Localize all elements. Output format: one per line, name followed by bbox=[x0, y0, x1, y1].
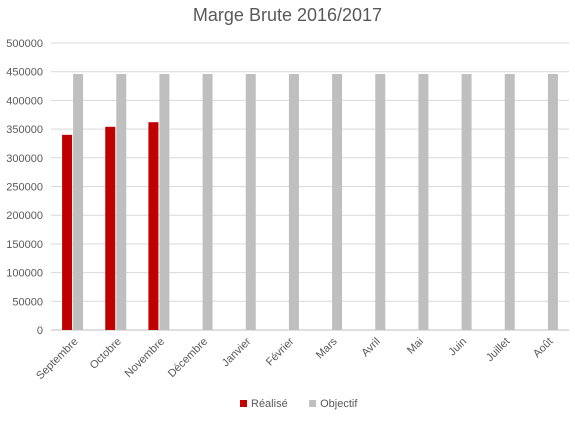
x-tick-label: Juillet bbox=[484, 336, 512, 364]
bar-objectif bbox=[202, 73, 213, 330]
bar-realise bbox=[62, 134, 73, 330]
y-tick-label: 500000 bbox=[6, 38, 43, 50]
x-tick-label: Octobre bbox=[88, 336, 124, 372]
bar-objectif bbox=[504, 73, 515, 330]
x-tick-label: Décembre bbox=[166, 336, 210, 380]
legend-swatch-realise bbox=[240, 400, 247, 407]
bar-objectif bbox=[332, 73, 343, 330]
y-tick-label: 150000 bbox=[6, 239, 43, 251]
y-tick-label: 50000 bbox=[12, 296, 43, 308]
y-tick-label: 100000 bbox=[6, 268, 43, 280]
y-tick-label: 350000 bbox=[6, 124, 43, 136]
x-tick-label: Novembre bbox=[123, 336, 167, 380]
x-tick-label: Septembre bbox=[34, 336, 81, 383]
bar-objectif bbox=[288, 73, 299, 330]
legend-swatch-objectif bbox=[309, 400, 317, 407]
legend-label: Réalisé bbox=[251, 398, 288, 410]
chart-title: Marge Brute 2016/2017 bbox=[192, 5, 383, 25]
bar-objectif bbox=[116, 73, 127, 330]
x-tick-label: Juin bbox=[446, 336, 469, 359]
bar-objectif bbox=[73, 73, 84, 330]
y-tick-label: 400000 bbox=[6, 95, 43, 107]
bar-realise bbox=[148, 122, 159, 330]
bar-objectif bbox=[461, 73, 472, 330]
bar-objectif bbox=[418, 73, 429, 330]
x-tick-label: Mars bbox=[314, 335, 340, 361]
bar-objectif bbox=[245, 73, 256, 330]
x-tick-label: Avril bbox=[359, 336, 382, 359]
bar-objectif bbox=[375, 73, 386, 330]
legend-label: Objectif bbox=[320, 398, 358, 410]
bar-objectif bbox=[547, 73, 558, 330]
y-tick-label: 250000 bbox=[6, 182, 43, 194]
y-tick-label: 200000 bbox=[6, 210, 43, 222]
x-tick-label: Janvier bbox=[220, 335, 254, 369]
x-tick-label: Mai bbox=[405, 336, 426, 357]
x-tick-label: Février bbox=[264, 335, 297, 368]
y-tick-label: 450000 bbox=[6, 67, 43, 79]
bar-objectif bbox=[159, 73, 170, 330]
x-tick-label: Août bbox=[531, 336, 555, 360]
bar-realise bbox=[105, 126, 116, 330]
y-tick-label: 300000 bbox=[6, 153, 43, 165]
y-tick-label: 0 bbox=[37, 325, 43, 337]
